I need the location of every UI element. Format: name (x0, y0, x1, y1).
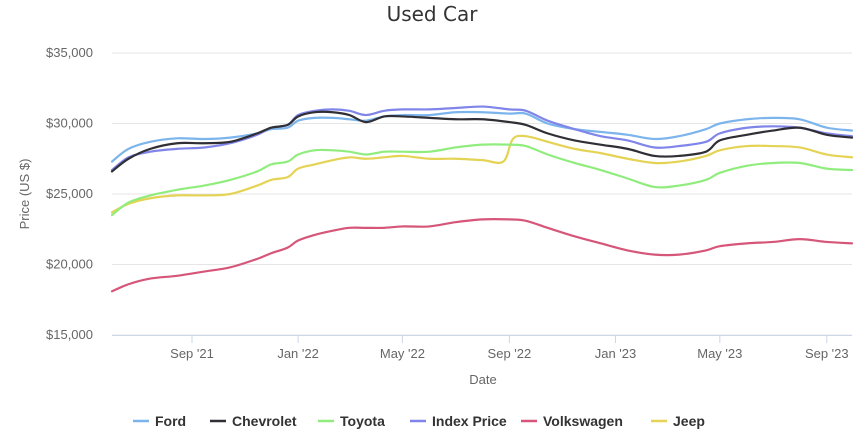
legend-label: Index Price (432, 413, 507, 429)
series-line-volkswagen (110, 218, 854, 293)
series-line-chevrolet (110, 110, 854, 173)
series-line-jeep (110, 134, 854, 214)
legend-label: Ford (155, 413, 186, 429)
series-lines (110, 105, 854, 293)
legend-item-jeep[interactable]: Jeep (651, 413, 705, 429)
x-tick-label: Sep '21 (170, 346, 214, 361)
y-axis-ticks: $15,000 $20,000 $25,000 $30,000 $35,000 (46, 45, 93, 342)
x-tick-label: Sep '23 (805, 346, 849, 361)
x-tick-label: May '22 (380, 346, 425, 361)
y-axis-title: Price (US $) (17, 159, 32, 230)
x-tick-label: Jan '22 (277, 346, 319, 361)
series-line-ford (110, 110, 854, 163)
x-axis: Sep '21 Jan '22 May '22 Sep '22 Jan '23 May '… (112, 335, 852, 361)
x-tick-label: Sep '22 (488, 346, 532, 361)
y-tick-label: $20,000 (46, 257, 93, 272)
y-tick-label: $30,000 (46, 116, 93, 131)
x-tick-label: Jan '23 (595, 346, 637, 361)
legend-label: Jeep (673, 413, 705, 429)
x-tick-label: May '23 (697, 346, 742, 361)
legend-item-volkswagen[interactable]: Volkswagen (521, 413, 623, 429)
legend-item-toyota[interactable]: Toyota (318, 413, 385, 429)
y-tick-label: $35,000 (46, 45, 93, 60)
y-tick-label: $15,000 (46, 327, 93, 342)
x-axis-title: Date (469, 372, 496, 387)
legend-item-ford[interactable]: Ford (133, 413, 186, 429)
legend-label: Chevrolet (232, 413, 297, 429)
y-tick-label: $25,000 (46, 186, 93, 201)
legend-item-chevrolet[interactable]: Chevrolet (210, 413, 297, 429)
legend-label: Volkswagen (543, 413, 623, 429)
legend-item-index-price[interactable]: Index Price (410, 413, 507, 429)
series-line-index-price (110, 105, 854, 172)
chart-title: Used Car (387, 2, 479, 26)
legend: Ford Chevrolet Toyota Index Price Volkswagen… (133, 413, 705, 429)
legend-label: Toyota (340, 413, 385, 429)
series-line-toyota (110, 143, 854, 217)
